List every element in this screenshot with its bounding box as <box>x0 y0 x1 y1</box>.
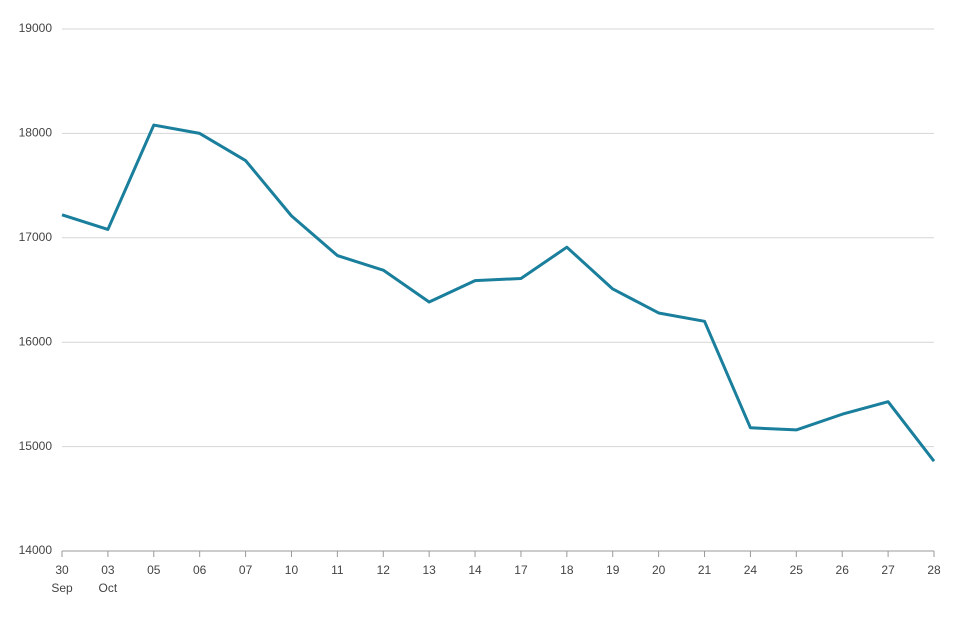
x-tick-label: 30 <box>55 563 69 577</box>
x-tick-label: 19 <box>606 563 620 577</box>
x-tick-sublabel: Oct <box>99 581 118 595</box>
x-tick-label: 18 <box>560 563 574 577</box>
y-tick-label: 17000 <box>19 230 53 244</box>
y-tick-label: 19000 <box>19 21 53 35</box>
x-tick-label: 05 <box>147 563 161 577</box>
x-tick-label: 24 <box>744 563 758 577</box>
y-tick-label: 16000 <box>19 334 53 348</box>
x-tick-label: 11 <box>331 563 344 577</box>
x-tick-label: 28 <box>927 563 941 577</box>
x-tick-label: 13 <box>422 563 436 577</box>
x-tick-label: 03 <box>101 563 115 577</box>
x-tick-label: 20 <box>652 563 666 577</box>
x-tick-label: 26 <box>836 563 850 577</box>
data-line <box>61 123 936 463</box>
y-tick-label: 15000 <box>19 439 53 453</box>
x-tick-label: 12 <box>377 563 391 577</box>
x-tick-label: 21 <box>698 563 712 577</box>
y-tick-label: 18000 <box>19 126 53 140</box>
x-tick-label: 07 <box>239 563 253 577</box>
x-tick-label: 27 <box>881 563 895 577</box>
x-tick-label: 25 <box>790 563 804 577</box>
x-tick-label: 10 <box>285 563 299 577</box>
x-tick-label: 17 <box>514 563 528 577</box>
x-tick-label: 14 <box>468 563 482 577</box>
x-tick-sublabel: Sep <box>51 581 73 595</box>
y-tick-label: 14000 <box>19 543 53 557</box>
x-tick-label: 06 <box>193 563 207 577</box>
